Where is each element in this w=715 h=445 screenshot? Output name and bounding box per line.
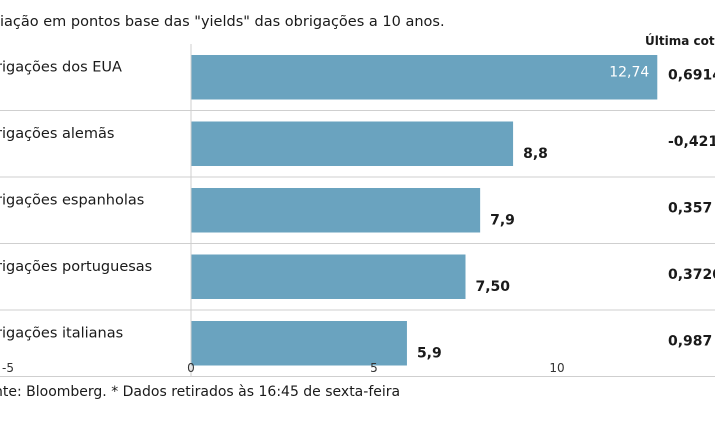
- bar: [191, 55, 658, 100]
- category-label: rigações portuguesas: [0, 259, 152, 275]
- bar: [191, 121, 514, 166]
- source-note: nte: Bloomberg. * Dados retirados às 16:…: [0, 384, 401, 400]
- data-label: 12,74: [609, 64, 649, 80]
- bars-layer: rigações dos EUA 12,74 0,6914 rigações alem…: [0, 55, 715, 366]
- last-quote-value: 0,3720: [668, 267, 715, 283]
- chart-subtitle: riação em pontos base das "yields" das o…: [0, 14, 445, 30]
- category-label: rigações espanholas: [0, 192, 144, 208]
- data-label: 7,9: [490, 212, 515, 228]
- last-quote-value: -0,421: [668, 134, 715, 150]
- data-label: 8,8: [523, 146, 548, 162]
- category-label: rigações alemãs: [0, 126, 114, 142]
- bar: [191, 321, 407, 366]
- x-axis: -5 0 5 10: [2, 44, 565, 377]
- data-label: 7,50: [476, 279, 511, 295]
- last-quote-value: 0,357: [668, 200, 712, 216]
- last-quote-header: Última cotaç: [645, 34, 715, 48]
- bar: [191, 254, 466, 299]
- data-label: 5,9: [417, 345, 442, 361]
- category-label: rigações italianas: [0, 325, 123, 341]
- tick-label: 10: [549, 361, 564, 375]
- tick-label: -5: [2, 361, 14, 375]
- last-quote-value: 0,987: [668, 333, 712, 349]
- tick-label: 5: [370, 361, 378, 375]
- tick-label: 0: [187, 361, 195, 375]
- row-separators: [0, 110, 715, 377]
- last-quote-value: 0,6914: [668, 67, 715, 83]
- category-label: rigações dos EUA: [0, 59, 122, 75]
- bar: [191, 188, 481, 233]
